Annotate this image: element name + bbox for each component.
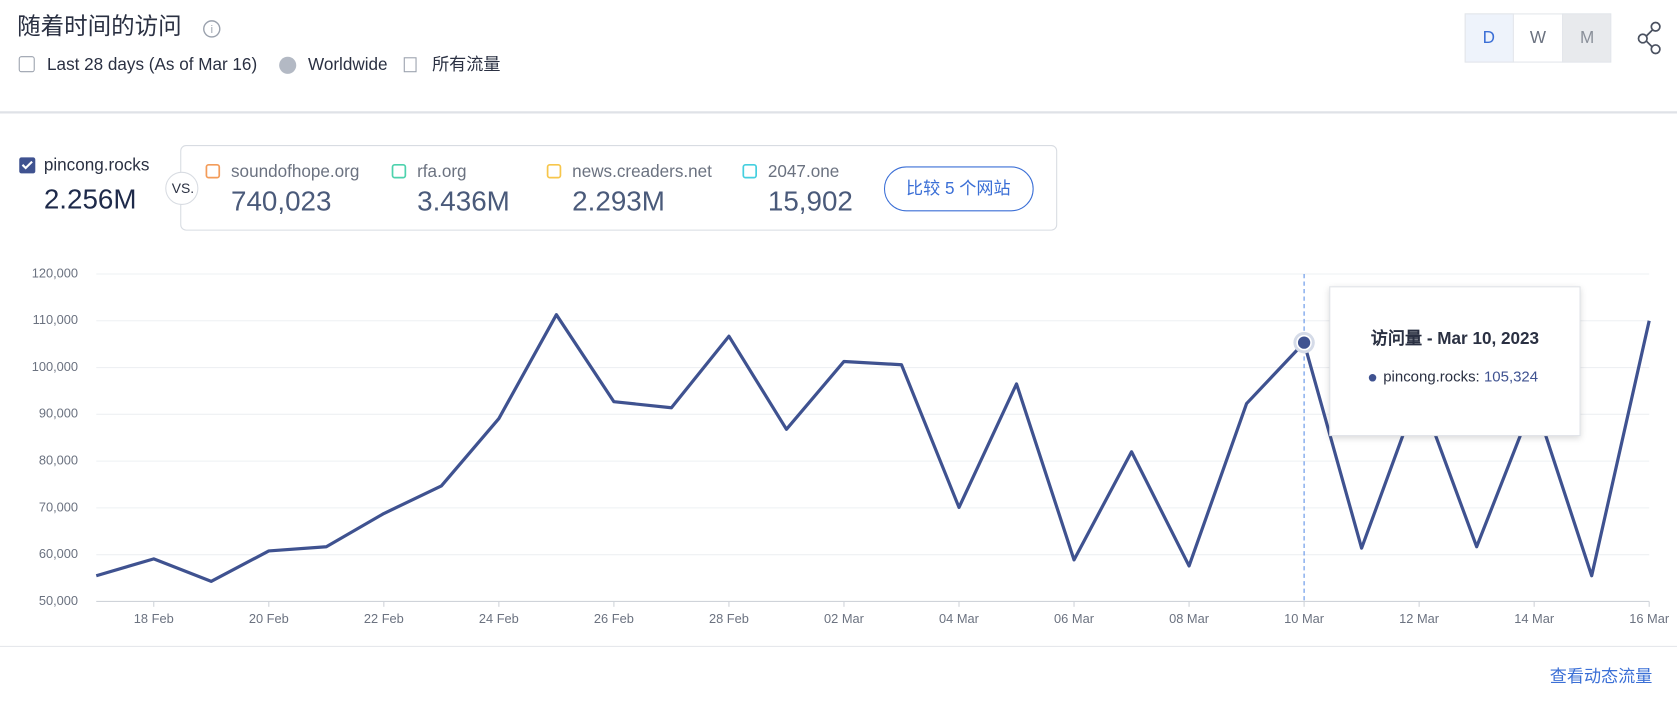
y-tick-label: 50,000 — [39, 593, 78, 608]
site-name: soundofhope.org — [231, 162, 359, 181]
site-checkbox[interactable] — [742, 163, 758, 179]
y-tick-label: 70,000 — [39, 499, 78, 514]
y-tick-label: 90,000 — [39, 406, 78, 421]
x-tick-label: 26 Feb — [594, 611, 634, 626]
x-tick-label: 12 Mar — [1399, 611, 1440, 626]
globe-icon — [279, 56, 297, 74]
x-tick-label: 14 Mar — [1514, 611, 1555, 626]
granularity-w[interactable]: W — [1530, 28, 1547, 47]
x-tick-label: 28 Feb — [709, 611, 749, 626]
granularity-m[interactable]: M — [1580, 28, 1594, 47]
site-checkbox[interactable] — [546, 163, 562, 179]
x-tick-label: 16 Mar — [1629, 611, 1670, 626]
tooltip-label: pincong.rocks: — [1383, 369, 1479, 386]
calendar-icon — [18, 56, 35, 73]
site-value: 740,023 — [231, 186, 331, 217]
info-icon[interactable] — [203, 20, 221, 38]
y-tick-label: 110,000 — [33, 312, 78, 327]
tooltip-value: 105,324 — [1484, 369, 1538, 386]
period: Last 28 days (As of Mar 16) — [47, 55, 257, 74]
site-value: 2.293M — [572, 186, 665, 217]
granularity-m-bg[interactable] — [1562, 13, 1612, 63]
granularity-d[interactable]: D — [1483, 28, 1495, 47]
x-tick-label: 08 Mar — [1169, 611, 1210, 626]
widget-title: 随着时间的访问 — [17, 13, 182, 39]
share-icon[interactable] — [1637, 21, 1661, 55]
main-site: pincong.rocks — [44, 155, 150, 174]
region: Worldwide — [308, 55, 388, 74]
x-tick-label: 22 Feb — [364, 611, 404, 626]
main-value: 2.256M — [44, 184, 137, 215]
y-tick-label: 80,000 — [39, 453, 78, 468]
series-line — [95, 313, 1651, 583]
site-name: rfa.org — [417, 162, 466, 181]
x-tick-label: 18 Feb — [134, 611, 174, 626]
x-tick-label: 10 Mar — [1284, 611, 1325, 626]
x-tick-label: 02 Mar — [824, 611, 865, 626]
y-tick-label: 60,000 — [39, 546, 78, 561]
tooltip-dot — [1368, 374, 1377, 382]
vs-text: VS. — [172, 180, 194, 196]
y-tick-label: 100,000 — [32, 359, 78, 374]
info-i: i — [211, 24, 213, 36]
site-name: 2047.one — [768, 162, 839, 181]
compare-button-text[interactable]: 比较 5 个网站 — [906, 179, 1011, 198]
vs-badge — [165, 171, 199, 205]
hover-point — [1296, 334, 1312, 351]
granularity-d-bg[interactable] — [1464, 13, 1514, 63]
y-tick-label: 120,000 — [32, 265, 78, 280]
site-value: 3.436M — [417, 186, 510, 217]
footer-link[interactable]: 查看动态流量 — [1550, 667, 1653, 686]
device-icon — [403, 57, 417, 73]
compare-button[interactable] — [883, 166, 1034, 212]
tooltip-box — [1329, 286, 1581, 437]
checkmark — [21, 160, 33, 170]
site-checkbox[interactable] — [391, 163, 407, 179]
tooltip-title: 访问量 - Mar 10, 2023 — [1371, 328, 1539, 348]
x-tick-label: 24 Feb — [479, 611, 519, 626]
site-checkbox[interactable] — [205, 163, 221, 179]
x-tick-label: 20 Feb — [249, 611, 289, 626]
traffic: 所有流量 — [432, 55, 500, 74]
site-value: 15,902 — [768, 186, 853, 217]
x-tick-label: 04 Mar — [939, 611, 980, 626]
site-name: news.creaders.net — [572, 162, 712, 181]
x-tick-label: 06 Mar — [1054, 611, 1095, 626]
